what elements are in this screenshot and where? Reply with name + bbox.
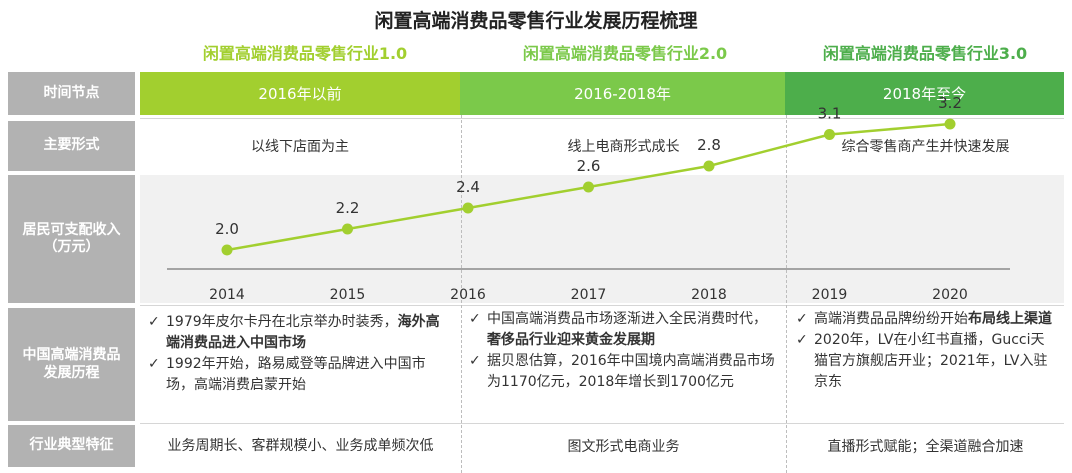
data-label-2019: 3.1: [818, 105, 842, 123]
data-point-2015: [342, 223, 353, 235]
check-icon: ✓: [148, 356, 160, 372]
row-label-time: 时间节点: [8, 72, 135, 115]
stage-heading-2: 闲置高端消费品零售行业2.0: [522, 44, 728, 63]
form-cell-3: 综合零售商产生并快速发展: [841, 139, 1010, 155]
row-divider: [140, 305, 1064, 306]
page-title: 闲置高端消费品零售行业发展历程梳理: [374, 10, 698, 32]
column-divider: [461, 115, 462, 473]
form-cell-2: 线上电商形式成长: [567, 139, 680, 155]
data-label-2015: 2.2: [336, 199, 360, 217]
data-point-2019: [824, 129, 835, 140]
data-point-2018: [703, 160, 715, 172]
history-item: ✓ 中国高端消费品市场逐渐进入全民消费时代，奢侈品行业迎来黄金发展期: [469, 311, 767, 348]
check-icon: ✓: [796, 311, 808, 327]
data-label-2020: 3.2: [938, 94, 962, 112]
form-cell-1: 以线下店面为主: [251, 139, 349, 155]
history-item: ✓ 2020年，LV在小红书直播，Gucci天猫官方旗舰店开业；2021年，LV入…: [796, 332, 1048, 390]
feature-cell-3: 直播形式赋能；全渠道融合加速: [827, 439, 1024, 455]
data-point-2014: [221, 244, 233, 256]
history-item: ✓ 1979年皮尔卡丹在北京举办时装秀，海外高端消费品进入中国市场: [148, 314, 440, 351]
history-list-1: ✓ 1979年皮尔卡丹在北京举办时装秀，海外高端消费品进入中国市场 ✓ 1992年开…: [148, 312, 453, 396]
x-tick-label: 2014: [209, 287, 245, 303]
x-tick-label: 2020: [932, 287, 968, 303]
data-point-2017: [583, 181, 594, 193]
feature-cell-1: 业务周期长、客群规模小、业务成单频次低: [167, 438, 434, 454]
data-point-2020: [944, 118, 956, 130]
data-label-2016: 2.4: [456, 178, 480, 196]
data-label-2014: 2.0: [215, 220, 239, 238]
row-label-form: 主要形式: [8, 121, 135, 171]
column-divider: [786, 115, 787, 473]
data-label-2018: 2.8: [697, 136, 721, 154]
row-divider: [140, 423, 1064, 424]
check-icon: ✓: [148, 314, 160, 330]
row-label-history: 中国高端消费品发展历程: [8, 308, 135, 421]
history-list-2: ✓ 中国高端消费品市场逐渐进入全民消费时代，奢侈品行业迎来黄金发展期 ✓ 据贝恩估算…: [469, 309, 779, 393]
check-icon: ✓: [469, 311, 481, 327]
stage-heading-3: 闲置高端消费品零售行业3.0: [822, 44, 1028, 63]
time-header-2: 2016-2018年: [460, 72, 785, 115]
x-tick-label: 2019: [812, 287, 848, 303]
data-point-2016: [462, 202, 474, 214]
time-header-1: 2016年以前: [140, 72, 460, 115]
x-tick-label: 2016: [450, 287, 486, 303]
row-label-income: 居民可支配收入（万元）: [8, 175, 135, 303]
time-header-3: 2018年至今: [785, 72, 1064, 115]
row-label-feature: 行业典型特征: [8, 425, 135, 467]
feature-cell-2: 图文形式电商业务: [567, 439, 680, 455]
check-icon: ✓: [469, 353, 481, 369]
history-item: ✓ 高端消费品品牌纷纷开始布局线上渠道: [796, 309, 1058, 330]
data-label-2017: 2.6: [577, 157, 601, 175]
x-tick-label: 2015: [330, 287, 366, 303]
row-divider: [140, 118, 1064, 119]
check-icon: ✓: [796, 332, 808, 348]
x-tick-label: 2018: [691, 287, 727, 303]
history-item: ✓ 据贝恩估算，2016年中国境内高端消费品市场为1170亿元，2018年增长到1…: [469, 353, 775, 390]
x-tick-label: 2017: [571, 287, 607, 303]
history-item: ✓ 1992年开始，路易威登等品牌进入中国市场，高端消费启蒙开始: [148, 356, 426, 393]
stage-heading-1: 闲置高端消费品零售行业1.0: [202, 44, 408, 63]
history-list-3: ✓ 高端消费品品牌纷纷开始布局线上渠道 ✓ 2020年，LV在小红书直播，Gucci…: [796, 309, 1058, 393]
